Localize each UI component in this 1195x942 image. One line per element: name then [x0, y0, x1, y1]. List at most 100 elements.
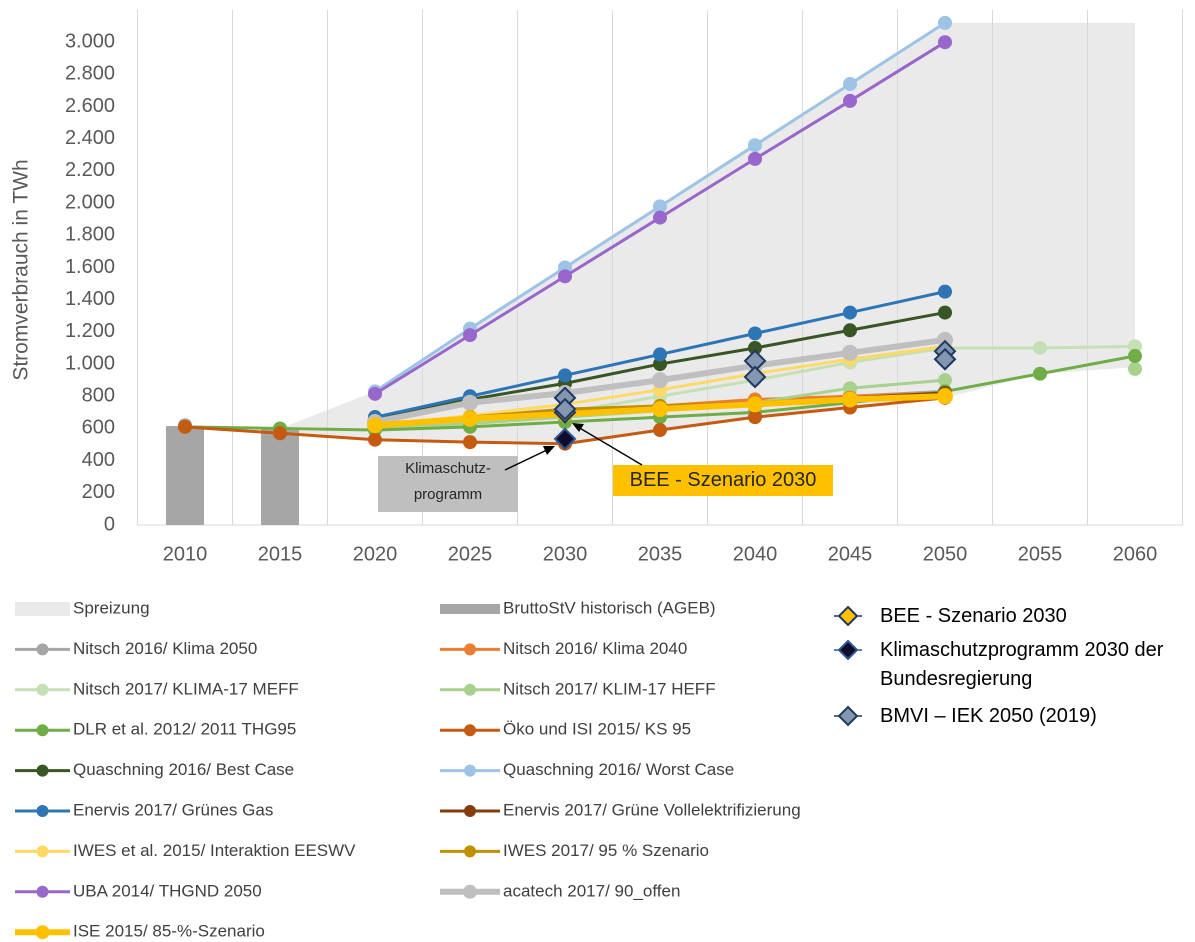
series-point [748, 326, 762, 341]
legend-swatch [464, 764, 476, 777]
legend-label: BMVI – IEK 2050 (2019) [880, 705, 1097, 727]
diamond-marker [933, 347, 957, 371]
series-point [1033, 340, 1047, 355]
bar [166, 426, 204, 525]
y-tick-label: 2.600 [65, 95, 115, 117]
legend-swatch [36, 683, 49, 696]
legend-swatch [464, 845, 476, 858]
legend-label: Klimaschutzprogramm 2030 der Bundesregie… [880, 639, 1163, 690]
legend-swatch [464, 683, 476, 696]
y-tick-label: 1.800 [65, 224, 115, 246]
series-point [748, 151, 762, 166]
series-point [558, 368, 572, 383]
y-tick-label: 200 [82, 481, 115, 503]
series-point [653, 423, 667, 438]
legend-label: Nitsch 2016/ Klima 2040 [503, 639, 687, 658]
series-point [652, 401, 668, 418]
series-point [938, 284, 952, 299]
series-point [653, 199, 667, 214]
bar [261, 429, 299, 525]
legend-label: Quaschning 2016/ Worst Case [503, 760, 734, 779]
series-point [842, 344, 858, 361]
legend-label: IWES et al. 2015/ Interaktion EESWV [73, 841, 356, 860]
series-point [178, 419, 192, 434]
legend-swatch [36, 805, 49, 817]
legend-label: Öko und ISI 2015/ KS 95 [503, 720, 691, 739]
series-point [842, 391, 858, 408]
legend-swatch [837, 605, 859, 627]
legend-label: BEE - Szenario 2030 [880, 605, 1067, 627]
arrow-head [543, 446, 555, 455]
legend-label: ISE 2015/ 85-%-Szenario [73, 922, 265, 941]
annotation-arrow [577, 426, 643, 466]
legend-swatch [36, 845, 49, 858]
y-tick-label: 2.800 [65, 63, 115, 85]
legend-label: Enervis 2017/ Grüne Vollelektrifizierung [503, 800, 801, 819]
legend-label: acatech 2017/ 90_offen [503, 881, 680, 900]
series-point [843, 323, 857, 338]
annotation-text: BEE - Szenario 2030 [613, 465, 833, 496]
y-tick-label: 1.600 [65, 256, 115, 278]
legend-swatch [36, 764, 49, 777]
series-point [747, 396, 763, 413]
series-point [748, 138, 762, 153]
legend-swatch [36, 885, 49, 898]
y-tick-label: 1.200 [65, 320, 115, 342]
x-tick-label: 2050 [923, 543, 968, 565]
legend-label: UBA 2014/ THGND 2050 [73, 881, 262, 900]
series-point [463, 328, 477, 343]
series-point [653, 347, 667, 362]
legend-label: Nitsch 2016/ Klima 2050 [73, 639, 257, 658]
legend-swatch [837, 705, 859, 727]
diamond-marker [553, 397, 577, 421]
legend-label: Spreizung [73, 598, 150, 617]
x-tick-label: 2040 [733, 543, 778, 565]
legend-label-text: BEE - Szenario 2030 [880, 605, 1067, 627]
x-tick-label: 2025 [448, 543, 493, 565]
arrow-head [572, 423, 584, 432]
y-tick-label: 800 [82, 385, 115, 407]
x-tick-label: 2045 [828, 543, 873, 565]
series-point [937, 388, 953, 405]
series-point [463, 435, 477, 450]
legend-swatch [36, 724, 49, 737]
series-point [368, 432, 382, 447]
series-point [653, 357, 667, 372]
diamond-marker [743, 365, 767, 389]
series-point [367, 417, 383, 434]
y-axis-label: Stromverbrauch in TWh [10, 159, 33, 380]
legend-swatch [464, 643, 476, 656]
y-tick-label: 0 [104, 513, 115, 535]
series-point [938, 305, 952, 320]
series-point [652, 372, 668, 389]
y-tick-label: 1.000 [65, 352, 115, 374]
y-tick-label: 2.000 [65, 191, 115, 213]
legend-swatch [36, 643, 49, 656]
series-point [1128, 339, 1142, 354]
legend-label: Enervis 2017/ Grünes Gas [73, 800, 273, 819]
diamond-marker [553, 427, 577, 451]
y-tick-label: 3.000 [65, 30, 115, 52]
x-tick-label: 2060 [1113, 543, 1158, 565]
legend-label: Quaschning 2016/ Best Case [73, 760, 294, 779]
legend-swatch [35, 925, 50, 940]
annotation-arrow [504, 448, 550, 471]
legend-swatch [464, 805, 476, 817]
annotation: BEE - Szenario 2030 [613, 465, 833, 496]
x-tick-label: 2055 [1018, 543, 1063, 565]
series-point [462, 394, 478, 411]
legend-swatch [15, 602, 70, 616]
series-point [748, 340, 762, 355]
series-point [1128, 361, 1142, 376]
x-tick-label: 2010 [163, 543, 208, 565]
series-point [843, 381, 857, 396]
y-tick-label: 400 [82, 449, 115, 471]
legend-swatch [464, 724, 476, 737]
annotation-text: Klimaschutz-programm 2030 [378, 456, 518, 512]
y-tick-label: 2.200 [65, 159, 115, 181]
legend-swatch [463, 884, 477, 899]
legend-label-text: BMVI – IEK 2050 (2019) [880, 705, 1097, 727]
series-point [462, 410, 478, 427]
legend-swatch [837, 639, 859, 661]
